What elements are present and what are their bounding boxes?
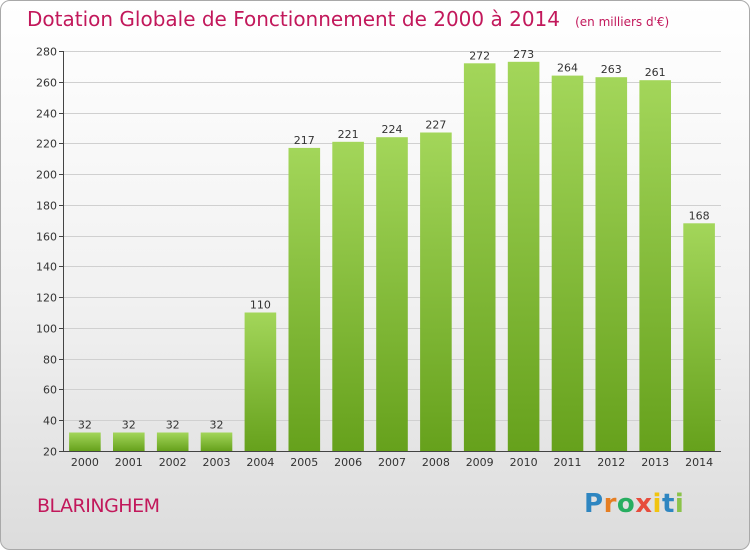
data-label: 32 (122, 419, 136, 432)
y-tick-label: 220 (36, 138, 57, 151)
y-tick-label: 60 (43, 384, 57, 397)
y-tick-label: 200 (36, 169, 57, 182)
labels: 20 40 60 80 100 120 140 160 180 200 220 240 260 280 32… (36, 46, 713, 470)
x-tick-label: 2007 (378, 456, 406, 469)
data-label: 264 (557, 62, 578, 75)
logo-letter: o (616, 489, 636, 519)
x-tick-label: 2006 (334, 456, 362, 469)
x-tick-label: 2000 (71, 456, 99, 469)
bar (463, 63, 496, 452)
data-label: 263 (601, 63, 622, 76)
y-tick-label: 240 (36, 108, 57, 121)
data-label: 110 (250, 299, 271, 312)
x-tick-label: 2012 (597, 456, 625, 469)
x-tick-label: 2001 (115, 456, 143, 469)
y-tick-label: 80 (43, 354, 57, 367)
bar (507, 61, 540, 452)
bar (69, 432, 101, 451)
bar (113, 432, 145, 451)
logo-letter: t (661, 489, 675, 519)
y-tick-label: 20 (43, 446, 57, 459)
x-tick-label: 2013 (641, 456, 669, 469)
proxiti-logo: Proxiti (584, 489, 684, 519)
bar (683, 223, 715, 451)
data-label: 273 (513, 48, 534, 61)
y-tick-label: 280 (36, 46, 57, 59)
data-label: 224 (382, 123, 403, 136)
chart-title: Dotation Globale de Fonctionnement de 20… (27, 7, 560, 31)
data-label: 221 (338, 128, 359, 141)
logo-letter: i (652, 489, 662, 519)
bar (420, 132, 452, 451)
x-tick-label: 2010 (510, 456, 538, 469)
logo-letter: r (603, 489, 617, 519)
y-tick-label: 260 (36, 77, 57, 90)
data-label: 272 (469, 49, 490, 62)
data-label: 227 (425, 119, 446, 132)
logo-letter: P (584, 489, 604, 519)
y-tick-label: 120 (36, 292, 57, 305)
data-label: 217 (294, 134, 315, 147)
data-label: 32 (166, 419, 180, 432)
bars (69, 61, 715, 452)
data-label: 32 (210, 419, 224, 432)
x-tick-label: 2009 (466, 456, 494, 469)
bar (595, 77, 628, 451)
y-tick-label: 40 (43, 415, 57, 428)
y-tick-label: 160 (36, 231, 57, 244)
title-row: Dotation Globale de Fonctionnement de 20… (27, 7, 669, 31)
x-tick-label: 2005 (290, 456, 318, 469)
y-tick-label: 100 (36, 323, 57, 336)
bar (332, 141, 364, 452)
y-tick-label: 140 (36, 261, 57, 274)
commune-name: BLARINGHEM (37, 495, 160, 517)
x-tick-label: 2003 (203, 456, 231, 469)
logo-letter: i (674, 489, 685, 519)
bar (200, 432, 233, 451)
x-tick-label: 2014 (685, 456, 713, 469)
bar (156, 432, 189, 451)
data-label: 32 (78, 419, 92, 432)
logo-letter: x (635, 489, 653, 519)
x-tick-label: 2011 (554, 456, 582, 469)
y-tick-label: 180 (36, 200, 57, 213)
bar (288, 147, 321, 451)
data-label: 261 (645, 66, 666, 79)
bar (376, 137, 408, 451)
x-tick-label: 2008 (422, 456, 450, 469)
x-tick-label: 2002 (159, 456, 187, 469)
bar (551, 75, 584, 451)
bar (244, 312, 277, 451)
chart-unit-note: (en milliers d'€) (575, 15, 670, 29)
data-label: 168 (689, 209, 710, 222)
axes (59, 51, 721, 452)
x-tick-label: 2004 (246, 456, 274, 469)
bar (639, 80, 671, 451)
